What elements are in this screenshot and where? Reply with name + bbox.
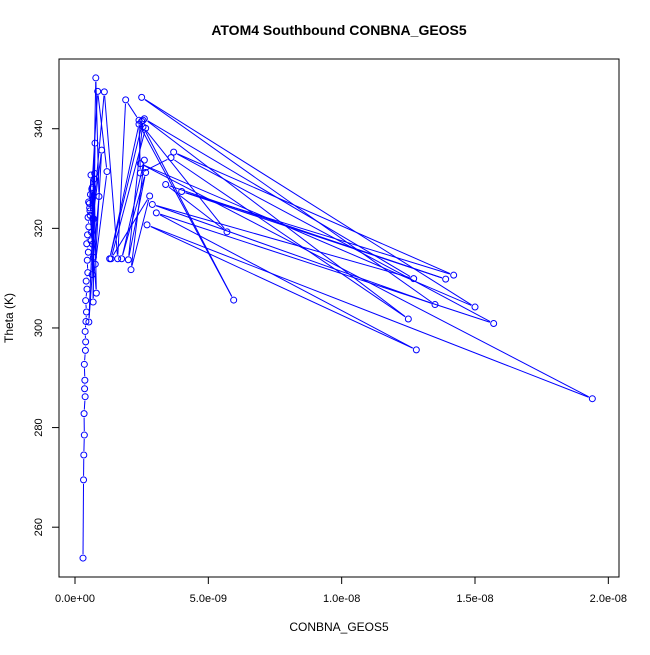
y-tick-label: 340 xyxy=(33,120,45,138)
y-tick-label: 300 xyxy=(33,319,45,337)
y-tick-label: 320 xyxy=(33,219,45,237)
y-axis-label: Theta (K) xyxy=(2,293,16,343)
y-tick-label: 260 xyxy=(33,518,45,536)
x-tick-label: 1.0e-08 xyxy=(323,593,360,605)
x-tick-label: 5.0e-09 xyxy=(190,593,227,605)
x-tick-label: 1.5e-08 xyxy=(456,593,493,605)
chart-title: ATOM4 Southbound CONBNA_GEOS5 xyxy=(211,22,467,38)
x-axis-label: CONBNA_GEOS5 xyxy=(289,620,389,634)
x-tick-label: 2.0e-08 xyxy=(590,593,627,605)
y-tick-label: 280 xyxy=(33,418,45,436)
x-tick-label: 0.0e+00 xyxy=(55,593,95,605)
series-segment xyxy=(84,401,85,410)
